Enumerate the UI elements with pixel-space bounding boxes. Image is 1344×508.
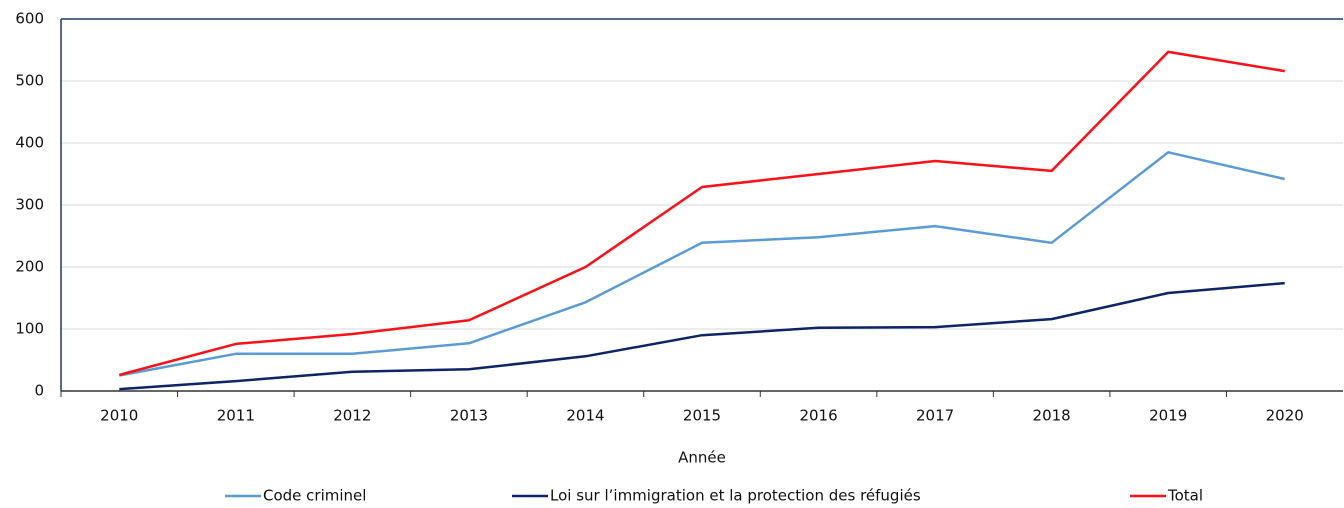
x-axis-label: Année — [678, 449, 726, 467]
series-line — [119, 281, 1285, 391]
x-tick-label: 2014 — [566, 407, 604, 425]
legend-label: Loi sur l’immigration et la protection d… — [550, 487, 921, 505]
legend-label: Code criminel — [263, 487, 366, 505]
y-tick-label: 0 — [34, 382, 44, 400]
x-tick-label: 2018 — [1033, 407, 1071, 425]
y-tick-label: 100 — [15, 320, 44, 338]
y-tick-label: 400 — [15, 134, 44, 152]
x-tick-label: 2013 — [450, 407, 488, 425]
y-tick-label: 200 — [15, 258, 44, 276]
y-tick-label: 300 — [15, 196, 44, 214]
y-tick-label: 600 — [15, 10, 44, 28]
x-tick-label: 2011 — [217, 407, 255, 425]
legend-label: Total — [1167, 487, 1203, 505]
x-tick-label: 2020 — [1266, 407, 1304, 425]
y-tick-label: 500 — [15, 72, 44, 90]
x-tick-label: 2019 — [1149, 407, 1187, 425]
x-tick-label: 2016 — [799, 407, 837, 425]
series-line — [119, 151, 1285, 377]
x-tick-label: 2010 — [100, 407, 138, 425]
x-tick-label: 2012 — [333, 407, 371, 425]
x-tick-label: 2015 — [683, 407, 721, 425]
x-tick-label: 2017 — [916, 407, 954, 425]
series-line — [118, 50, 1285, 377]
